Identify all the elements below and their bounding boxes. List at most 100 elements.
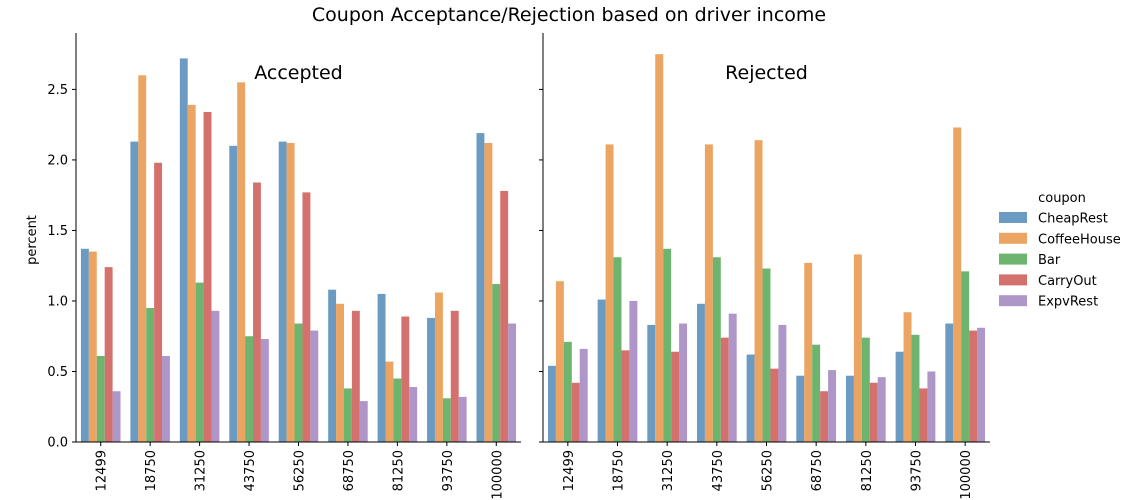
bar-accepted-cheaprest-56250 xyxy=(278,141,287,442)
y-tick-label: 2.0 xyxy=(47,153,68,168)
bar-accepted-cheaprest-12499 xyxy=(80,248,89,442)
bar-accepted-bar-100000 xyxy=(492,284,501,442)
bar-accepted-bar-18750 xyxy=(146,308,155,442)
bar-accepted-coffeehouse-81250 xyxy=(385,361,394,442)
bar-accepted-coffeehouse-100000 xyxy=(484,143,493,442)
legend-label-cheaprest: CheapRest xyxy=(1038,212,1108,227)
bar-accepted-bar-81250 xyxy=(393,378,402,442)
legend-swatch-carryout xyxy=(999,274,1027,286)
bar-rejected-coffeehouse-43750 xyxy=(704,144,713,443)
bar-accepted-expvrest-43750 xyxy=(260,339,269,442)
bar-accepted-bar-12499 xyxy=(96,355,105,442)
legend-title: coupon xyxy=(1038,191,1086,206)
bar-rejected-cheaprest-93750 xyxy=(895,351,904,442)
bar-rejected-expvrest-81250 xyxy=(877,377,886,442)
bar-rejected-bar-81250 xyxy=(861,337,870,442)
bar-accepted-bar-31250 xyxy=(195,282,204,442)
bar-accepted-cheaprest-68750 xyxy=(328,289,337,442)
x-tick-label: 12499 xyxy=(562,450,577,491)
legend-label-coffeehouse: CoffeeHouse xyxy=(1038,232,1121,247)
bar-accepted-bar-93750 xyxy=(442,398,451,442)
bar-accepted-coffeehouse-12499 xyxy=(88,251,97,442)
bar-rejected-carryout-68750 xyxy=(820,391,829,442)
bar-rejected-expvrest-43750 xyxy=(728,313,737,442)
x-tick-label: 18750 xyxy=(144,450,159,491)
y-tick-label: 2.5 xyxy=(47,83,68,98)
bar-accepted-bar-43750 xyxy=(245,336,254,442)
bar-accepted-coffeehouse-43750 xyxy=(237,82,246,443)
x-tick-label: 93750 xyxy=(910,450,925,491)
x-tick-label: 93750 xyxy=(441,450,456,491)
bar-rejected-bar-18750 xyxy=(613,257,622,442)
bar-accepted-expvrest-81250 xyxy=(409,387,418,442)
bar-accepted-coffeehouse-31250 xyxy=(187,104,196,443)
bar-accepted-cheaprest-100000 xyxy=(476,133,485,442)
x-tick-label: 68750 xyxy=(810,450,825,491)
bar-accepted-cheaprest-18750 xyxy=(130,141,139,442)
bar-accepted-expvrest-18750 xyxy=(162,355,170,442)
bar-rejected-bar-56250 xyxy=(762,268,771,442)
bar-accepted-expvrest-93750 xyxy=(458,396,467,442)
y-tick-label: 0.5 xyxy=(47,365,68,380)
bar-accepted-carryout-31250 xyxy=(203,111,212,442)
bar-rejected-coffeehouse-31250 xyxy=(655,54,664,442)
y-tick-label: 0.0 xyxy=(47,436,68,451)
panel-rejected: 12499 18750 31250 43750 56250 68750 81250 93750… xyxy=(539,33,990,500)
legend-swatch-coffeehouse xyxy=(999,232,1027,244)
bar-rejected-bar-43750 xyxy=(712,257,721,442)
bar-rejected-cheaprest-31250 xyxy=(647,324,656,442)
bar-rejected-coffeehouse-56250 xyxy=(754,140,763,442)
bar-rejected-cheaprest-12499 xyxy=(547,365,556,442)
bar-accepted-expvrest-31250 xyxy=(211,310,220,442)
legend-label-bar: Bar xyxy=(1038,253,1061,268)
legend-label-carryout: CarryOut xyxy=(1038,274,1097,289)
x-tick-label: 56250 xyxy=(761,450,776,491)
bar-rejected-coffeehouse-93750 xyxy=(903,312,912,442)
legend-swatch-expvrest xyxy=(999,295,1027,307)
x-tick-label: 81250 xyxy=(391,450,406,491)
bar-rejected-cheaprest-81250 xyxy=(845,375,854,442)
bar-accepted-coffeehouse-68750 xyxy=(336,303,344,442)
bar-rejected-bar-93750 xyxy=(911,334,920,442)
legend-swatch-cheaprest xyxy=(999,212,1027,223)
panel-title: Accepted xyxy=(254,62,343,84)
bar-accepted-carryout-12499 xyxy=(104,267,113,442)
bar-accepted-cheaprest-43750 xyxy=(229,145,238,442)
x-tick-label: 43750 xyxy=(243,450,258,491)
bar-rejected-carryout-56250 xyxy=(770,368,779,442)
bar-accepted-expvrest-100000 xyxy=(508,323,517,442)
bar-accepted-carryout-18750 xyxy=(154,162,163,442)
bar-accepted-expvrest-68750 xyxy=(359,401,368,442)
bar-accepted-coffeehouse-56250 xyxy=(286,143,295,442)
bar-rejected-carryout-93750 xyxy=(919,388,928,442)
bar-rejected-carryout-31250 xyxy=(671,351,680,442)
panel-title: Rejected xyxy=(725,62,808,84)
bar-accepted-carryout-100000 xyxy=(500,190,509,442)
bar-accepted-coffeehouse-18750 xyxy=(138,75,147,442)
bar-rejected-carryout-12499 xyxy=(571,382,580,442)
x-tick-label: 43750 xyxy=(711,450,726,491)
x-tick-label: 12499 xyxy=(95,450,110,491)
bar-rejected-cheaprest-56250 xyxy=(746,354,755,442)
bar-rejected-carryout-100000 xyxy=(969,330,978,442)
bar-rejected-expvrest-56250 xyxy=(778,324,787,442)
bar-accepted-bar-68750 xyxy=(343,388,352,442)
x-tick-label: 68750 xyxy=(342,450,357,491)
bar-rejected-bar-12499 xyxy=(563,341,572,442)
bar-rejected-expvrest-68750 xyxy=(828,370,837,442)
bar-rejected-expvrest-100000 xyxy=(977,327,986,442)
x-tick-label: 100000 xyxy=(959,450,974,500)
bar-accepted-cheaprest-31250 xyxy=(179,58,188,442)
bar-accepted-bar-56250 xyxy=(294,323,303,442)
bar-rejected-cheaprest-43750 xyxy=(696,303,705,442)
bar-rejected-coffeehouse-18750 xyxy=(605,144,614,443)
bar-rejected-expvrest-18750 xyxy=(629,300,638,442)
bar-accepted-carryout-93750 xyxy=(450,310,459,442)
bar-rejected-coffeehouse-100000 xyxy=(953,127,962,443)
bar-accepted-carryout-68750 xyxy=(351,310,360,442)
bar-accepted-coffeehouse-93750 xyxy=(434,292,443,442)
bar-rejected-cheaprest-68750 xyxy=(796,375,805,442)
legend-swatch-bar xyxy=(999,253,1027,265)
bar-rejected-coffeehouse-68750 xyxy=(804,262,813,442)
